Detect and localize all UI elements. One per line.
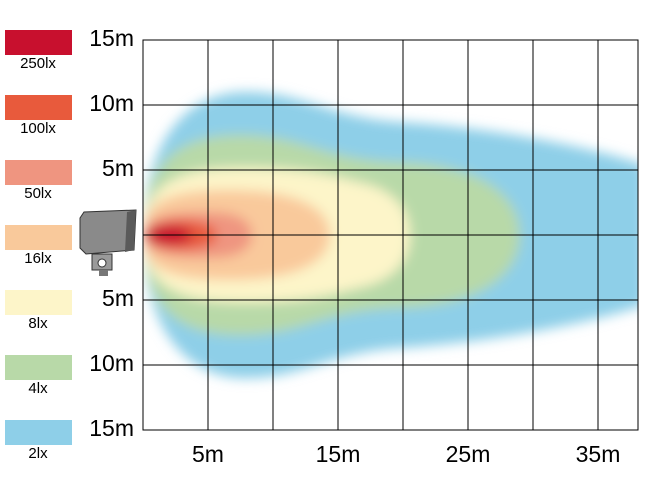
legend-swatch (5, 290, 72, 315)
legend-label: 250lx (20, 55, 56, 72)
legend-label: 100lx (20, 120, 56, 137)
legend-label: 2lx (28, 445, 48, 462)
y-label: 5m (102, 155, 134, 181)
legend-swatch (5, 30, 72, 55)
y-label: 5m (102, 285, 134, 311)
x-label: 15m (316, 441, 361, 467)
legend-label: 16lx (24, 250, 52, 267)
legend-swatch (5, 355, 72, 380)
y-label: 10m (89, 350, 134, 376)
legend-swatch (5, 160, 72, 185)
grid (142, 39, 639, 431)
x-label: 5m (192, 441, 224, 467)
x-label: 25m (446, 441, 491, 467)
legend-label: 8lx (28, 315, 48, 332)
legend-label: 4lx (28, 380, 48, 397)
legend-swatch (5, 420, 72, 445)
legend-swatch (5, 225, 72, 250)
y-label: 10m (89, 90, 134, 116)
x-label: 35m (576, 441, 621, 467)
lamp-icon (79, 209, 137, 276)
y-label: 15m (89, 25, 134, 51)
legend-swatch (5, 95, 72, 120)
y-label: 15m (89, 415, 134, 441)
legend-label: 50lx (24, 185, 52, 202)
legend: 250lx 100lx 50lx 16lx 8lx 4lx 2lx (5, 30, 72, 462)
